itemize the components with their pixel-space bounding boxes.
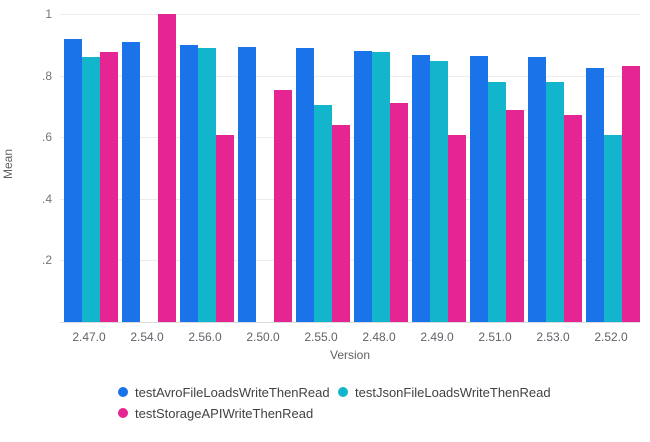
y-tick-label: .6 [41,130,52,144]
bar[interactable] [332,125,350,322]
x-tick-label: 2.49.0 [420,330,454,344]
legend-dot-icon [118,408,128,418]
bar[interactable] [216,135,234,322]
gridline [60,199,640,200]
bar-group-2.50.0 [238,14,292,322]
bar[interactable] [604,135,622,322]
bar-group-2.55.0 [296,14,350,322]
bar-group-2.52.0 [586,14,640,322]
bar[interactable] [586,68,604,322]
legend-item-avro[interactable]: testAvroFileLoadsWriteThenRead [118,384,338,400]
x-tick-label: 2.50.0 [246,330,280,344]
bar[interactable] [82,57,100,322]
y-tick-label: .4 [41,192,52,206]
x-tick-label: 2.52.0 [594,330,628,344]
y-tick-label: .2 [41,253,52,267]
legend-label: testAvroFileLoadsWriteThenRead [135,384,330,400]
bar[interactable] [100,52,118,322]
x-tick-label: 2.55.0 [304,330,338,344]
x-tick-label: 2.53.0 [536,330,570,344]
bar[interactable] [528,57,546,322]
legend-label: testStorageAPIWriteThenRead [135,405,314,421]
bar[interactable] [546,82,564,322]
bar[interactable] [372,52,390,322]
gridline [60,260,640,261]
bar[interactable] [64,39,82,322]
gridline [60,137,640,138]
gridline [60,14,640,15]
bar[interactable] [238,47,256,322]
bar[interactable] [314,105,332,322]
y-tick-label: .8 [41,69,52,83]
gridline [60,76,640,77]
bar-group-2.53.0 [528,14,582,322]
x-tick-label: 2.48.0 [362,330,396,344]
bar[interactable] [412,55,430,322]
legend-item-json[interactable]: testJsonFileLoadsWriteThenRead [338,384,598,400]
plot-area [60,14,640,322]
bar[interactable] [622,66,640,322]
x-axis-labels: 2.47.0 2.54.0 2.56.0 2.50.0 2.55.0 2.48.0 2.49… [60,329,640,345]
legend-label: testJsonFileLoadsWriteThenRead [355,384,551,400]
x-tick-label: 2.47.0 [72,330,106,344]
legend-dot-icon [338,387,348,397]
bar[interactable] [158,14,176,322]
x-tick-label: 2.51.0 [478,330,512,344]
x-tick-label: 2.56.0 [188,330,222,344]
legend-dot-icon [118,387,128,397]
bar[interactable] [430,61,448,322]
x-tick-label: 2.54.0 [130,330,164,344]
bar-group-2.51.0 [470,14,524,322]
bar-group-2.56.0 [180,14,234,322]
x-axis-line [60,322,640,323]
y-tick-label: 1 [45,7,52,21]
bar[interactable] [354,51,372,322]
bar[interactable] [122,42,140,322]
legend-item-storage[interactable]: testStorageAPIWriteThenRead [118,405,338,421]
bar[interactable] [198,48,216,322]
x-axis-title: Version [329,348,371,362]
bar-group-2.47.0 [64,14,118,322]
bar-group-2.48.0 [354,14,408,322]
chart-legend: testAvroFileLoadsWriteThenRead testJsonF… [118,384,598,421]
bar[interactable] [448,135,466,322]
bar[interactable] [390,103,408,322]
bar[interactable] [564,115,582,322]
bar[interactable] [274,90,292,322]
bar[interactable] [470,56,488,322]
bar[interactable] [296,48,314,322]
bar[interactable] [180,45,198,322]
y-axis-title: Mean [1,148,15,180]
bar[interactable] [506,110,524,322]
bar[interactable] [488,82,506,322]
bar-group-2.54.0 [122,14,176,322]
bar-group-2.49.0 [412,14,466,322]
